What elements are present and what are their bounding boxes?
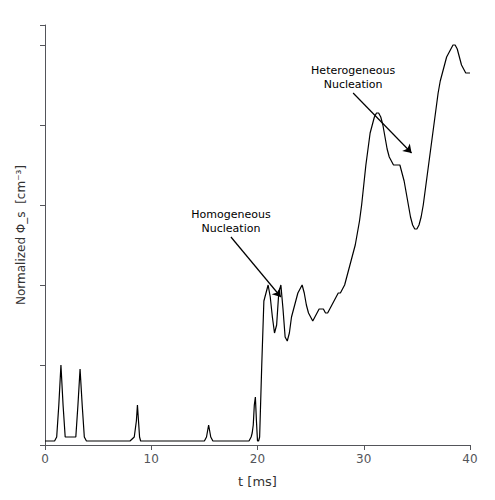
svg-text:Nucleation: Nucleation bbox=[324, 78, 383, 91]
svg-text:10: 10 bbox=[144, 452, 159, 466]
svg-text:Normalized Φ_s [cm⁻³]: Normalized Φ_s [cm⁻³] bbox=[14, 165, 28, 305]
svg-text:20: 20 bbox=[250, 452, 265, 466]
svg-text:t [ms]: t [ms] bbox=[238, 474, 277, 489]
svg-text:Nucleation: Nucleation bbox=[201, 222, 260, 235]
svg-text:40: 40 bbox=[462, 452, 477, 466]
svg-text:0: 0 bbox=[41, 452, 49, 466]
svg-text:Heterogeneous: Heterogeneous bbox=[311, 64, 395, 77]
svg-text:Homogeneous: Homogeneous bbox=[191, 208, 271, 221]
svg-text:30: 30 bbox=[356, 452, 371, 466]
